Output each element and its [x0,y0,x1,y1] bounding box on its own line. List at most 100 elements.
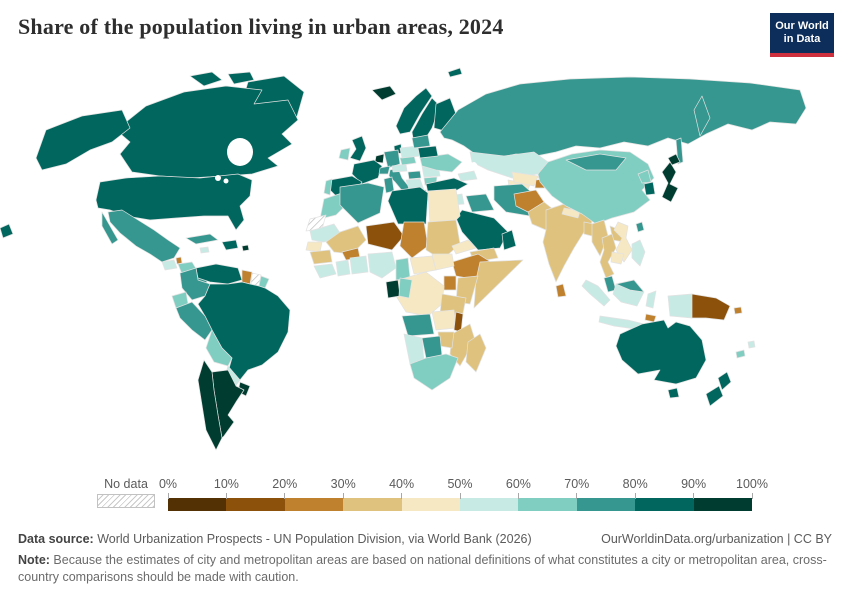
country-new-caledonia[interactable] [735,349,746,359]
country-jamaica[interactable] [199,246,210,254]
no-data-swatch[interactable] [97,494,155,508]
country-north-korea[interactable] [637,169,652,184]
country-baltics[interactable] [411,134,431,149]
country-saudi-arabia[interactable] [455,209,509,251]
country-australia-tasmania[interactable] [667,387,680,399]
country-ireland[interactable] [338,147,351,161]
country-senegal[interactable] [305,241,323,253]
country-new-zealand-south[interactable] [705,385,724,407]
country-guatemala[interactable] [161,259,178,271]
country-uzbekistan[interactable] [511,171,539,187]
country-east-malaysia[interactable] [615,279,645,293]
country-chad[interactable] [399,221,429,259]
country-sri-lanka[interactable] [555,283,567,298]
country-new-zealand-north[interactable] [717,371,732,391]
country-central-african-republic[interactable] [409,255,437,275]
country-belize[interactable] [175,256,183,265]
country-venezuela[interactable] [195,263,243,285]
country-botswana[interactable] [421,335,443,359]
country-sierra-leone-liberia[interactable] [313,263,337,279]
colorbar-segment-40-50%[interactable] [401,498,461,511]
country-eritrea[interactable] [451,239,477,255]
country-canadian-arctic[interactable] [189,71,223,87]
country-portugal[interactable] [323,178,333,196]
country-cameroon[interactable] [395,257,411,281]
country-caucasus[interactable] [457,170,478,182]
colorbar-segment-90-100%[interactable] [693,498,753,511]
country-svalbard[interactable] [447,67,463,78]
country-ghana-togo-benin[interactable] [349,255,369,275]
country-zambia[interactable] [431,309,457,331]
country-austria[interactable] [391,163,408,173]
country-germany[interactable] [383,149,401,169]
country-kazakhstan[interactable] [469,151,549,179]
country-papua-new-guinea[interactable] [691,293,731,321]
owid-logo[interactable]: Our World in Data [770,13,834,57]
colorbar-segment-0-10%[interactable] [168,498,227,511]
country-russia-kamchatka[interactable] [693,95,711,137]
country-mexico[interactable] [107,209,181,263]
country-mexico-baja[interactable] [101,211,119,245]
country-congo[interactable] [398,277,413,299]
colorbar-segment-30-40%[interactable] [343,498,402,511]
colorbar-segment-70-80%[interactable] [576,498,636,511]
country-russia[interactable] [439,76,807,159]
country-australia[interactable] [615,319,707,385]
country-vietnam[interactable] [613,221,633,263]
country-fiji[interactable] [747,340,756,349]
country-japan[interactable] [661,161,679,203]
country-turkey[interactable] [425,177,469,195]
country-sudan[interactable] [425,219,461,261]
country-philippines[interactable] [631,239,646,267]
country-solomon-islands[interactable] [733,306,743,315]
country-hispaniola[interactable] [221,239,239,251]
country-libya[interactable] [387,186,429,225]
country-gabon[interactable] [385,279,401,299]
country-algeria[interactable] [339,182,385,224]
country-benelux[interactable] [374,153,385,164]
country-ukraine[interactable] [419,153,463,173]
country-guinea[interactable] [309,249,333,265]
country-uk[interactable] [349,135,367,162]
country-namibia[interactable] [403,333,425,365]
country-hungary[interactable] [407,170,422,180]
country-indonesia-sulawesi[interactable] [645,290,657,309]
colorbar-segment-60-70%[interactable] [518,498,577,511]
country-france[interactable] [351,159,383,185]
owid-url-link[interactable]: OurWorldinData.org/urbanization | CC BY [601,532,832,546]
country-china[interactable] [537,149,655,225]
country-mali[interactable] [325,225,367,255]
country-iceland[interactable] [371,85,397,101]
country-madagascar[interactable] [465,333,487,373]
country-mongolia[interactable] [565,153,627,171]
country-puerto-rico[interactable] [241,244,250,252]
country-niger[interactable] [365,221,405,251]
colorbar-segment-50-60%[interactable] [460,498,519,511]
country-cuba[interactable] [185,233,219,245]
country-thailand[interactable] [599,233,617,279]
country-belarus[interactable] [417,145,439,159]
colorbar-segment-80-90%[interactable] [635,498,694,511]
country-somalia[interactable] [473,259,524,309]
country-taiwan[interactable] [635,221,645,233]
country-chile[interactable] [197,359,223,451]
country-iraq[interactable] [465,193,495,213]
country-south-africa[interactable] [409,353,459,391]
country-norway[interactable] [395,87,433,135]
country-indonesia-papua[interactable] [667,293,693,319]
country-switzerland[interactable] [378,165,391,175]
country-angola[interactable] [401,313,435,337]
country-canadian-arctic[interactable] [227,71,255,85]
colorbar-segment-20-30%[interactable] [284,498,344,511]
country-guyana[interactable] [241,269,253,285]
country-cote-divoire[interactable] [335,259,351,277]
country-south-sudan[interactable] [431,253,455,271]
country-peru[interactable] [175,301,213,341]
country-indonesia-sumatra[interactable] [581,279,611,307]
country-oman[interactable] [501,229,517,251]
country-nigeria[interactable] [367,251,397,279]
colorbar-segment-10-20%[interactable] [226,498,285,511]
country-usa-alaska[interactable] [35,109,131,171]
country-south-korea[interactable] [643,181,656,196]
country-cambodia[interactable] [610,251,625,265]
